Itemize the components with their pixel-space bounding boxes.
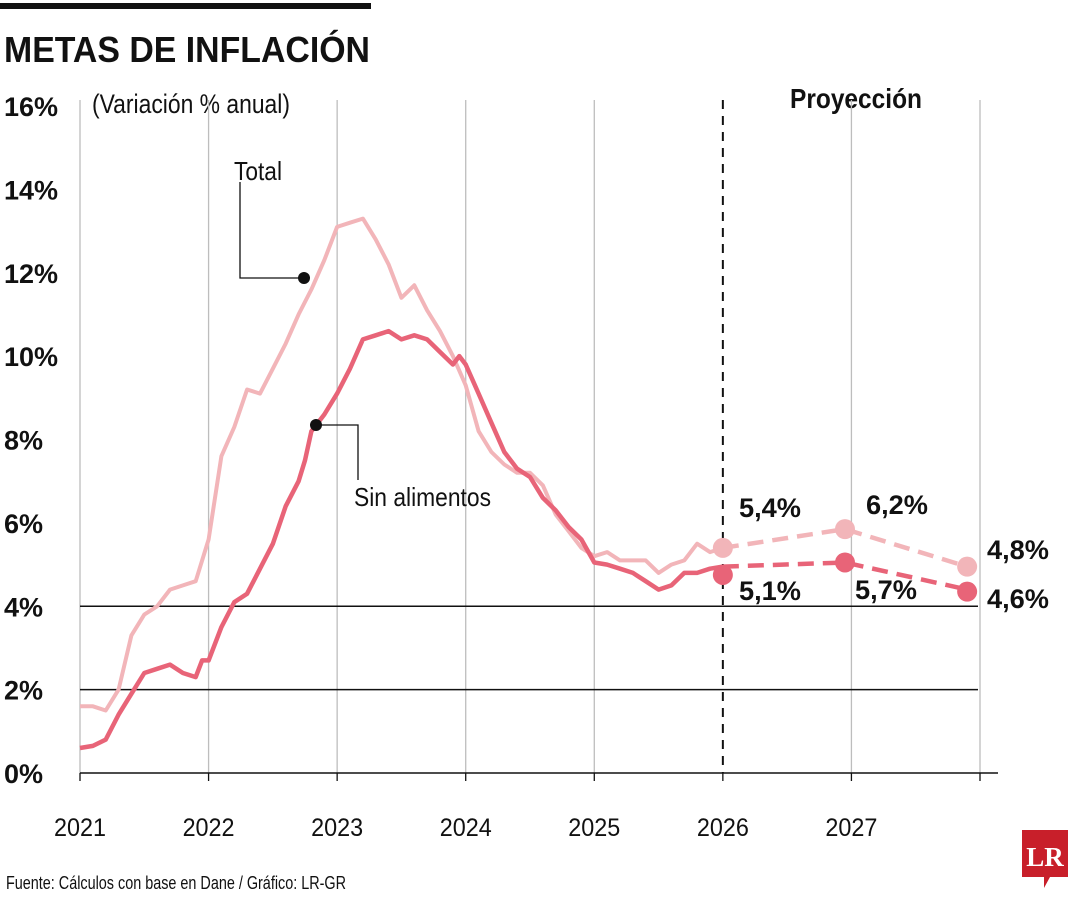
sin-alimentos-projection-point [835, 552, 855, 573]
chart-subtitle: (Variación % anual) [92, 89, 290, 119]
total-data-label: 5,4% [739, 493, 801, 523]
y-tick-label: 0% [4, 759, 43, 789]
sin-alimentos-projection-point [957, 581, 978, 602]
total-data-label: 6,2% [866, 490, 928, 520]
sin-alimentos-annotation: Sin alimentos [354, 482, 491, 512]
title-bar [0, 3, 371, 9]
y-tick-label: 4% [4, 592, 43, 622]
x-tick-label: 2027 [825, 814, 877, 842]
total-annotation: Total [234, 156, 282, 186]
total-annotation-dot [298, 272, 310, 284]
total-projection-point [835, 519, 855, 540]
sin-alimentos-annotation-dot [310, 419, 322, 431]
total-projection-line [722, 526, 968, 569]
total-leader-line [239, 182, 304, 279]
lr-logo: LR [1022, 830, 1068, 888]
projection-markers: 5,4% 6,2% 4,8% 5,1% 5,7% 4,6% [712, 490, 1049, 614]
x-tick-label: 2026 [697, 814, 749, 842]
sin-alimentos-data-label: 4,6% [987, 584, 1049, 614]
axis-ticks: 0% 2% 4% 6% 8% 10% 12% 14% 16% 2021 2022 2023 2024 20… [4, 92, 981, 842]
sin-alimentos-projection-point [712, 564, 733, 585]
projection-label: Proyección [790, 83, 922, 114]
x-tick-label: 2023 [311, 814, 363, 842]
x-tick-label: 2021 [54, 814, 106, 842]
total-data-label: 4,8% [987, 535, 1049, 565]
logo-text: LR [1026, 842, 1064, 872]
sin-alimentos-projection-line [722, 560, 968, 592]
sin-alimentos-data-label: 5,7% [855, 575, 917, 605]
total-line [80, 216, 724, 713]
sin-alimentos-data-label: 5,1% [739, 576, 801, 606]
y-tick-label: 6% [4, 509, 43, 539]
source-note: Fuente: Cálculos con base en Dane / Gráf… [6, 873, 346, 893]
x-tick-label: 2025 [568, 814, 620, 842]
y-tick-label: 12% [4, 259, 58, 289]
sin-alimentos-leader-line [316, 424, 359, 480]
chart-title: METAS DE INFLACIÓN [4, 28, 370, 70]
x-tick-label: 2024 [440, 814, 492, 842]
y-tick-label: 8% [4, 426, 43, 456]
y-tick-label: 10% [4, 342, 58, 372]
y-tick-label: 2% [4, 676, 43, 706]
total-projection-point [957, 556, 978, 577]
sin-alimentos-line [79, 328, 724, 751]
y-tick-label: 16% [4, 92, 58, 122]
gridlines [79, 100, 998, 774]
series-lines [79, 216, 968, 751]
x-tick-label: 2022 [183, 814, 235, 842]
y-tick-label: 14% [4, 175, 58, 205]
total-projection-point [712, 537, 733, 558]
